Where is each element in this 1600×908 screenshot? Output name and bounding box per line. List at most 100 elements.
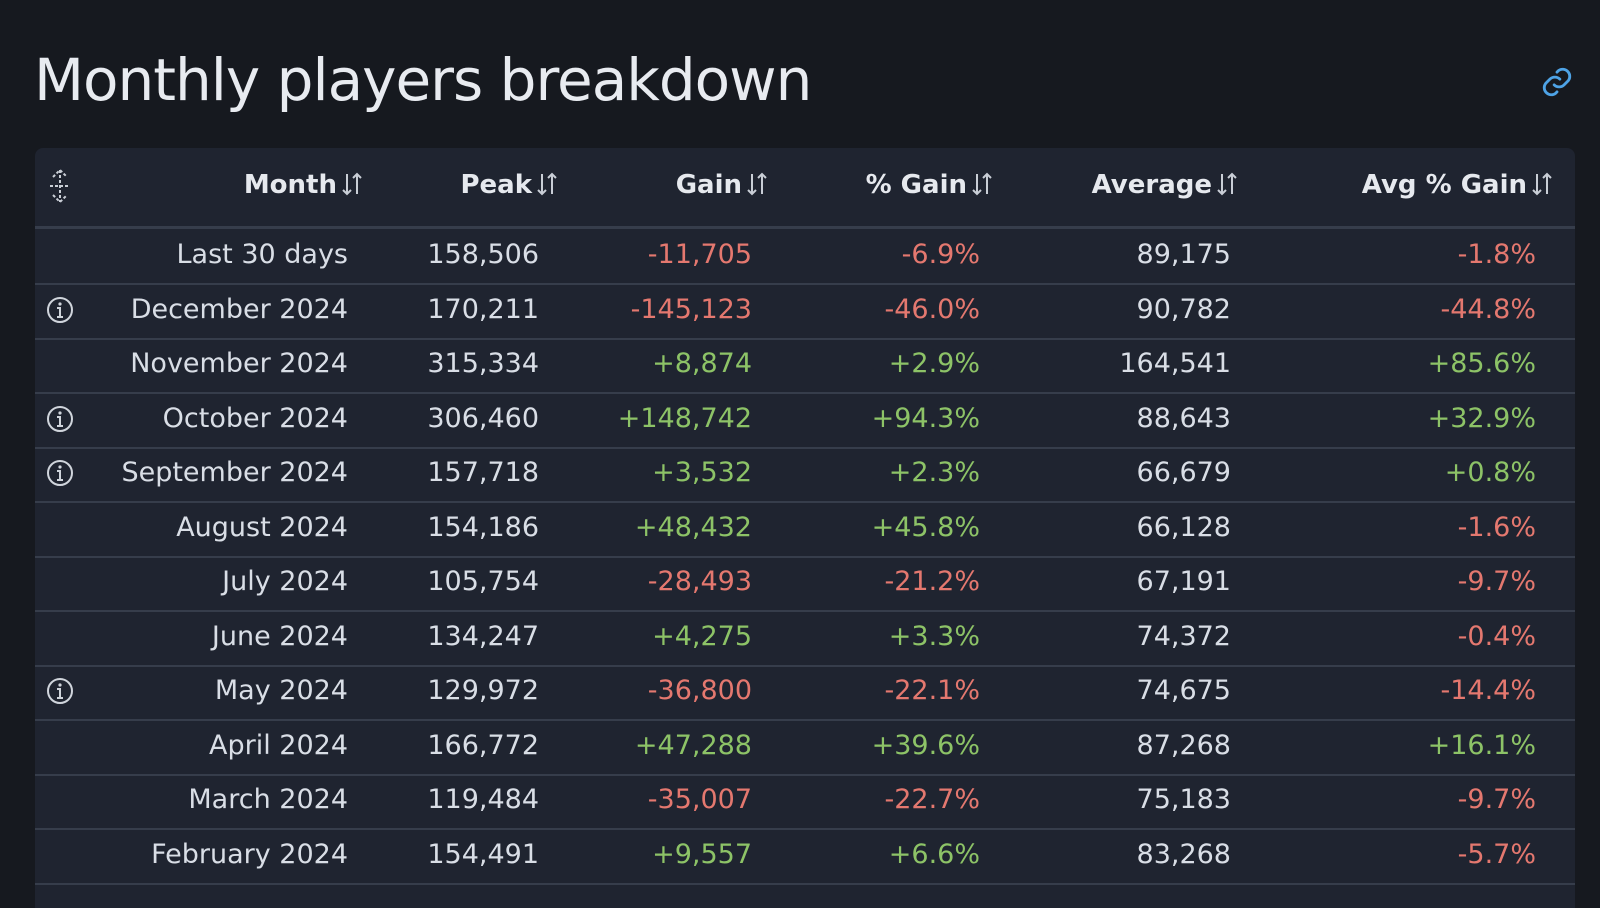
table-cell: July 2024 [222,566,348,597]
table-cell: April 2024 [208,729,348,761]
table-cell: -22.7% [884,784,980,815]
column-label: Month [243,170,337,200]
table-cell: -145,123 [630,293,752,325]
table-cell: December 2024 [130,293,348,325]
sort-icon[interactable] [532,170,558,200]
data-table: Month Peak Gain % Gain Average Avg % Gain Las… [35,148,1575,908]
table-cell: +2.9% [888,348,980,379]
table-cell: -21.2% [884,566,980,597]
table-cell: +2.3% [888,457,980,488]
info-icon[interactable] [46,677,74,709]
column-label: Gain [675,170,742,200]
table-cell: February 2024 [151,838,348,870]
table-cell: +16.1% [1427,729,1536,761]
table-cell: -11,705 [647,239,752,270]
column-label: Peak [460,170,532,200]
table-cell: October 2024 [162,402,348,434]
table-cell: 66,679 [1136,457,1231,488]
table-cell: 75,183 [1136,784,1231,815]
table-cell: -36,800 [647,675,752,706]
info-icon[interactable] [46,296,74,328]
table-cell: 306,460 [427,402,539,434]
table-cell: September 2024 [121,457,348,488]
table-cell: 158,506 [427,239,539,270]
sort-icon[interactable] [1212,170,1238,200]
table-cell: +3,532 [652,457,752,488]
sort-icon[interactable] [337,170,363,200]
table-cell: -9.7% [1457,784,1536,815]
table-cell: +9,557 [652,838,752,870]
table-row: July 2024 105,754 -28,493 -21.2% 67,191 -9.7% [35,556,1575,612]
table-cell: -44.8% [1440,293,1536,325]
table-cell: August 2024 [176,511,348,543]
table-cell: +4,275 [652,620,752,652]
column-header[interactable]: Gain [676,170,768,200]
sort-icon[interactable] [1527,170,1553,200]
table-cell: 67,191 [1136,566,1231,597]
table-row: May 2024 129,972 -36,800 -22.1% 74,675 -14.4% [35,665,1575,721]
table-cell: -6.9% [901,239,980,270]
table-row: August 2024 154,186 +48,432 +45.8% 66,128 -1.… [35,502,1575,558]
sort-icon[interactable] [967,170,993,200]
column-label: Average [1091,170,1212,200]
info-icon[interactable] [46,405,74,437]
table-cell: 134,247 [427,620,539,652]
column-header[interactable]: Peak [460,170,558,200]
table-cell: +3.3% [888,620,980,652]
table-row: April 2024 166,772 +47,288 +39.6% 87,268 +16.… [35,720,1575,776]
column-label: Avg % Gain [1361,170,1527,200]
table-cell: Last 30 days [176,239,349,270]
table-cell: +94.3% [871,402,980,434]
table-header: Month Peak Gain % Gain Average Avg % Gain [35,148,1575,229]
table-cell: +32.9% [1427,402,1536,434]
table-cell: -0.4% [1457,620,1536,652]
sort-icon[interactable] [742,170,768,200]
table-cell: -1.6% [1457,511,1536,543]
table-row: December 2024 170,211 -145,123 -46.0% 90,782… [35,284,1575,340]
column-header[interactable]: Month [244,170,363,200]
table-cell: -35,007 [647,784,752,815]
table-cell: March 2024 [188,784,348,815]
table-cell: -14.4% [1440,675,1536,706]
table-cell: 105,754 [427,566,539,597]
table-cell: -28,493 [647,566,752,597]
table-cell: +85.6% [1427,348,1536,379]
table-cell: 315,334 [427,348,539,379]
table-row: June 2024 134,247 +4,275 +3.3% 74,372 -0.4% [35,611,1575,667]
table-cell: -9.7% [1457,566,1536,597]
table-cell: 154,491 [427,838,539,870]
column-header[interactable]: Avg % Gain [1362,170,1553,200]
reorder-icon[interactable] [47,168,73,204]
table-cell: -46.0% [884,293,980,325]
table-cell: 89,175 [1136,239,1231,270]
table-cell: 74,675 [1136,675,1231,706]
table-cell: 164,541 [1119,348,1231,379]
table-row: October 2024 306,460 +148,742 +94.3% 88,643 +… [35,393,1575,449]
table-cell: +48,432 [634,511,752,543]
column-label: % Gain [865,170,967,200]
table-row: Last 30 days 158,506 -11,705 -6.9% 89,175 -1.… [35,229,1575,285]
table-cell: 119,484 [427,784,539,815]
table-cell: 83,268 [1136,838,1231,870]
table-cell: November 2024 [130,348,348,379]
table-row: November 2024 315,334 +8,874 +2.9% 164,541 +8… [35,338,1575,394]
table-cell: 157,718 [427,457,539,488]
column-header[interactable]: % Gain [866,170,993,200]
info-icon[interactable] [46,459,74,491]
table-cell: -5.7% [1457,838,1536,870]
table-cell: 88,643 [1136,402,1231,434]
table-cell: 166,772 [427,729,539,761]
page-title: Monthly players breakdown [34,46,812,114]
table-cell: 129,972 [427,675,539,706]
table-cell: +39.6% [871,729,980,761]
table-cell: +8,874 [652,348,752,379]
table-cell: 66,128 [1136,511,1231,543]
table-row: September 2024 157,718 +3,532 +2.3% 66,679 +0… [35,447,1575,503]
table-cell: 154,186 [427,511,539,543]
table-cell: -1.8% [1457,239,1536,270]
table-cell: June 2024 [211,620,348,652]
link-icon[interactable] [1540,62,1574,102]
column-header[interactable]: Average [1092,170,1238,200]
table-cell: -22.1% [884,675,980,706]
